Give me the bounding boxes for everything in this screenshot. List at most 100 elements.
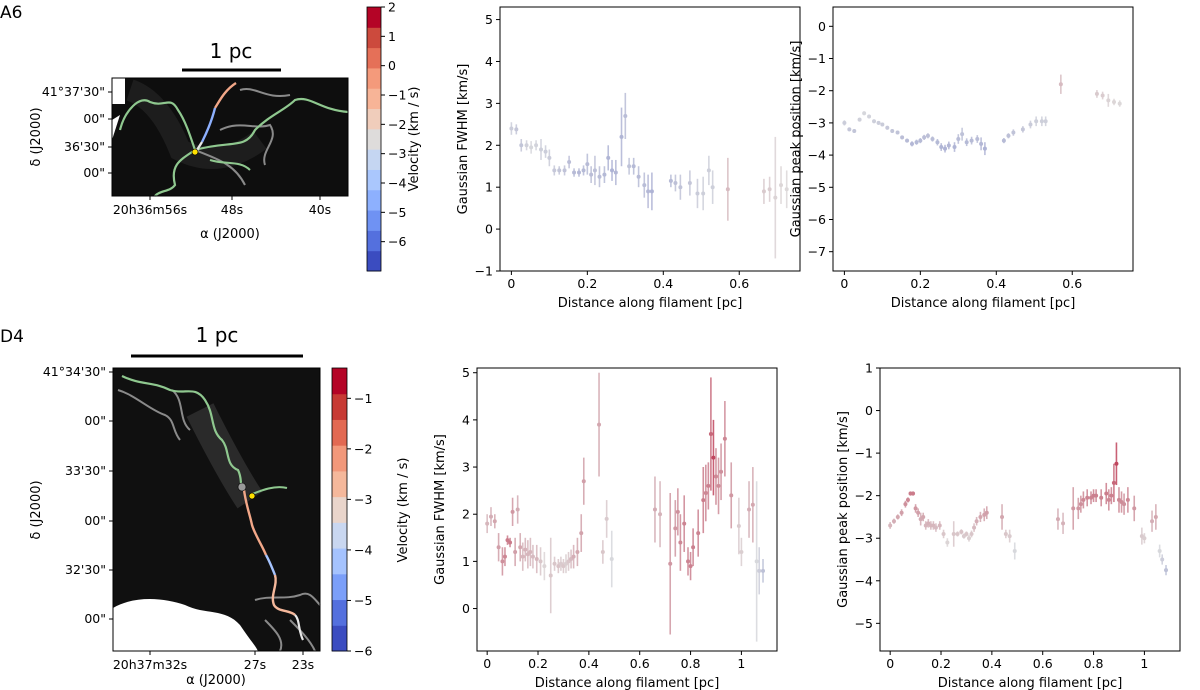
y-tick-label: −2: [808, 83, 826, 98]
colorbar-segment: [367, 47, 381, 69]
map-ra-tick-label: 40s: [309, 202, 331, 217]
data-point: [1078, 502, 1083, 507]
panel-label-d4: D4: [0, 327, 24, 347]
map-blank-corner-a6: [112, 78, 125, 104]
map-dec-tick-label: 41°37'30": [42, 84, 105, 99]
data-point: [1012, 548, 1017, 553]
data-point: [686, 559, 691, 564]
marker-grey-d4: [237, 482, 247, 492]
map-a6: [111, 77, 349, 197]
map-frame-a6: [111, 77, 349, 197]
data-point: [909, 141, 914, 146]
data-point: [943, 146, 948, 151]
data-point: [604, 516, 609, 521]
data-point: [1106, 497, 1111, 502]
data-point: [1034, 119, 1039, 124]
filament-green-a6-3: [209, 159, 251, 171]
data-point: [1085, 495, 1090, 500]
colorbar-tick-label: −4: [354, 542, 372, 557]
data-point: [606, 155, 611, 160]
y-tick-label: −5: [808, 180, 826, 195]
filament-velocity-a6-blue: [200, 107, 217, 143]
data-point: [955, 531, 960, 536]
colorbar-segment: [367, 189, 381, 211]
data-point: [1111, 480, 1116, 485]
data-point: [1099, 495, 1104, 500]
marker-yellow-a6: [191, 148, 199, 156]
data-point: [767, 187, 772, 192]
map-blank-region-d4: [113, 599, 258, 651]
data-point: [623, 113, 628, 118]
data-point: [579, 531, 584, 536]
filament-green-a6-1: [118, 99, 197, 197]
data-point: [1003, 531, 1008, 536]
y-tick-label: −7: [808, 244, 826, 259]
filament-branch-grey-d4-4: [264, 619, 283, 652]
map-dec-tick-label: 00": [83, 111, 105, 126]
data-point: [701, 498, 706, 503]
data-point: [713, 474, 718, 479]
data-point: [1125, 497, 1130, 502]
data-point: [964, 140, 969, 145]
map-d4: [112, 367, 321, 652]
map-dec-tick-label: 00": [84, 413, 106, 428]
colorbar-segment: [332, 599, 347, 626]
data-point: [922, 135, 927, 140]
data-point: [1109, 493, 1114, 498]
colorbar-segment: [332, 548, 347, 575]
data-point: [513, 549, 518, 554]
data-point: [1081, 497, 1086, 502]
colorbar-segment: [367, 27, 381, 49]
data-point: [514, 127, 519, 132]
data-point: [1076, 506, 1081, 511]
data-point: [979, 141, 984, 146]
data-point: [959, 529, 964, 534]
colorbar-segment: [332, 522, 347, 549]
data-point: [857, 117, 862, 122]
data-point: [1142, 536, 1147, 541]
y-tick-label: −2: [855, 488, 873, 503]
x-tick-label: 0: [886, 656, 894, 671]
data-point: [925, 133, 930, 138]
x-tick-label: 0.2: [577, 276, 597, 291]
filament-velocity-d4-blue: [264, 554, 277, 576]
data-point: [492, 519, 497, 524]
data-point: [761, 568, 766, 573]
y-tick-label: −1: [855, 446, 873, 461]
data-point: [899, 510, 904, 515]
y-tick-label: 1: [865, 361, 873, 376]
data-point: [636, 174, 641, 179]
data-point: [534, 143, 539, 148]
data-point: [761, 189, 766, 194]
y-axis-label: Gaussian peak position [km/s]: [836, 411, 851, 608]
data-point: [510, 509, 515, 514]
data-point: [1106, 98, 1111, 103]
data-point: [567, 160, 572, 165]
x-axis-label: Distance along filament [pc]: [535, 676, 720, 690]
data-point: [571, 554, 576, 559]
colorbar-tick-label: −6: [354, 644, 372, 659]
colorbar-segment: [367, 7, 381, 28]
data-point: [581, 479, 586, 484]
colorbar-segment: [332, 393, 347, 420]
data-point: [552, 561, 557, 566]
map-blank-edge-a6: [112, 115, 120, 140]
x-tick-label: 0.4: [579, 656, 599, 671]
data-point: [885, 125, 890, 130]
y-tick-label: −4: [808, 148, 826, 163]
data-point: [529, 145, 534, 150]
data-point: [602, 172, 607, 177]
data-point: [880, 122, 885, 127]
data-point: [592, 168, 597, 173]
y-tick-label: −6: [808, 212, 826, 227]
data-point: [1132, 506, 1137, 511]
data-point: [500, 559, 505, 564]
data-point: [890, 128, 895, 133]
colorbar-tick-label: −5: [354, 593, 372, 608]
data-point: [891, 519, 896, 524]
data-point: [1117, 101, 1122, 106]
y-tick-label: −5: [855, 616, 873, 631]
y-tick-label: 2: [462, 507, 470, 522]
colorbar-tick-label: −3: [354, 492, 372, 507]
data-point: [719, 469, 724, 474]
